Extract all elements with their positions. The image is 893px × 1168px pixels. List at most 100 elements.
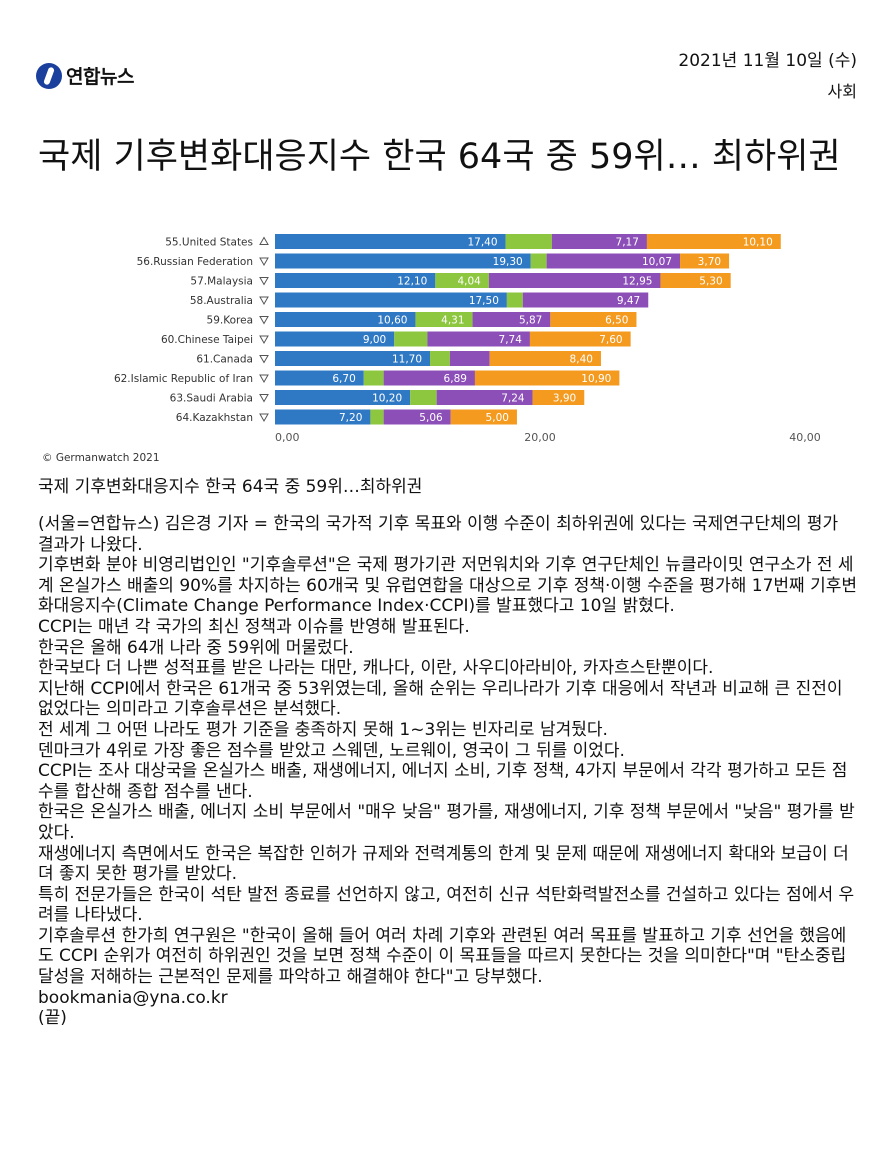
bar-value-label: 7,20 xyxy=(339,412,362,424)
country-label: 61.Canada xyxy=(196,354,253,366)
bar-segment xyxy=(394,331,428,347)
bar-segment xyxy=(435,273,489,288)
bar-segment xyxy=(506,292,523,308)
bar-segment xyxy=(450,409,517,425)
country-label: 60.Chinese Taipei xyxy=(161,334,253,346)
article-paragraph: 기후변화 분야 비영리법인인 "기후솔루션"은 국제 평가기관 저먼워치와 기후… xyxy=(38,555,857,617)
bar-value-label: 3,70 xyxy=(698,256,721,268)
bar-value-label: 6,70 xyxy=(332,373,355,385)
bar-segment xyxy=(275,331,395,347)
bar-segment xyxy=(430,351,450,366)
x-tick-label: 40,00 xyxy=(789,431,821,444)
bar-segment xyxy=(383,409,451,425)
country-label: 57.Malaysia xyxy=(190,276,253,288)
bar-segment xyxy=(489,351,601,366)
bar-segment xyxy=(550,312,637,327)
bar-value-label: 7,60 xyxy=(599,334,622,346)
article-paragraph: 지난해 CCPI에서 한국은 61개국 중 53위였는데, 올해 순위는 우리나… xyxy=(38,678,843,720)
bar-value-label: 10,90 xyxy=(581,373,611,385)
x-tick-label: 0,00 xyxy=(275,431,300,444)
trend-down-icon xyxy=(259,374,269,384)
chart-source: © Germanwatch 2021 xyxy=(42,452,160,464)
bar-value-label: 10,20 xyxy=(372,393,402,405)
bar-segment xyxy=(436,390,533,405)
country-label: 63.Saudi Arabia xyxy=(170,393,253,405)
bar-value-label: 10,60 xyxy=(377,315,407,327)
country-label: 64.Kazakhstan xyxy=(176,412,253,424)
bar-segment xyxy=(522,292,649,308)
bar-value-label: 19,30 xyxy=(493,256,523,268)
bar-segment xyxy=(529,331,631,347)
article-end-mark: (끝) xyxy=(38,1008,67,1029)
article-paragraph: CCPI는 매년 각 국가의 최신 정책과 이슈를 반영해 발표된다. xyxy=(38,616,470,637)
bar-value-label: 7,24 xyxy=(501,393,525,405)
bar-segment xyxy=(505,234,552,249)
bar-segment xyxy=(680,253,730,269)
bar-segment xyxy=(646,234,781,249)
trend-down-icon xyxy=(259,316,269,325)
article-date: 2021년 11월 10일 (수) xyxy=(678,51,857,71)
trend-down-icon xyxy=(259,296,269,306)
bar-segment xyxy=(383,370,475,386)
article-body: (서울=연합뉴스) 김은경 기자 = 한국의 국가적 기후 목표와 이행 수준이… xyxy=(38,514,858,1029)
bar-segment xyxy=(275,292,507,308)
bar-segment xyxy=(370,409,384,425)
bar-value-label: 7,74 xyxy=(499,334,523,346)
bar-segment xyxy=(275,409,371,425)
bar-value-label: 11,70 xyxy=(392,354,422,366)
bar-value-label: 9,00 xyxy=(363,334,386,346)
bar-segment xyxy=(474,370,620,386)
author-email[interactable]: bookmania@yna.co.kr xyxy=(38,987,228,1008)
article-paragraph: 한국은 온실가스 배출, 에너지 소비 부문에서 "매우 낮음" 평가를, 재생… xyxy=(38,802,855,843)
bar-segment xyxy=(363,370,384,386)
bar-value-label: 5,30 xyxy=(699,276,722,288)
bar-value-label: 4,31 xyxy=(441,315,464,327)
bar-segment xyxy=(275,370,364,386)
bar-value-label: 7,17 xyxy=(616,237,639,249)
bar-segment xyxy=(275,273,436,288)
article-paragraph: 전 세계 그 어떤 나라도 평가 기준을 충족하지 못해 1~3위는 빈자리로 … xyxy=(38,719,608,740)
ccpi-ranking-chart: 55.United States 17,40 7,17 10,10 56.Russian… xyxy=(42,234,821,464)
bar-segment xyxy=(546,253,681,269)
bar-value-label: 12,95 xyxy=(622,276,652,288)
article-paragraph: CCPI는 조사 대상국을 온실가스 배출, 재생에너지, 에너지 소비, 기후… xyxy=(38,761,848,802)
bar-segment xyxy=(275,351,431,366)
bar-segment xyxy=(427,331,530,347)
bar-segment xyxy=(472,312,551,327)
bar-value-label: 5,00 xyxy=(486,412,509,424)
trend-down-icon xyxy=(259,257,269,267)
bar-segment xyxy=(449,351,490,366)
bar-segment xyxy=(530,253,547,269)
bar-value-label: 3,90 xyxy=(553,393,576,405)
x-tick-label: 20,00 xyxy=(524,431,556,444)
chart-caption: 국제 기후변화대응지수 한국 64국 중 59위…최하위권 xyxy=(38,477,423,497)
bar-segment xyxy=(660,273,731,288)
bar-value-label: 12,10 xyxy=(397,276,427,288)
country-label: 59.Korea xyxy=(207,315,253,327)
country-label: 62.Islamic Republic of Iran xyxy=(114,373,253,385)
trend-up-icon xyxy=(259,236,269,245)
bar-segment xyxy=(275,390,411,405)
bar-value-label: 17,40 xyxy=(467,237,497,249)
bar-segment xyxy=(532,390,585,405)
country-label: 58.Australia xyxy=(190,295,253,307)
article-paragraph: 기후솔루션 한가희 연구원은 "한국이 올해 들어 여러 차례 기후와 관련된 … xyxy=(38,925,847,988)
bar-segment xyxy=(410,390,437,405)
bar-value-label: 5,87 xyxy=(519,315,542,327)
yonhap-logo[interactable]: 연합뉴스 xyxy=(36,62,134,89)
bar-value-label: 10,10 xyxy=(743,237,773,249)
bar-value-label: 17,50 xyxy=(469,295,499,307)
article-paragraph: (서울=연합뉴스) 김은경 기자 = 한국의 국가적 기후 목표와 이행 수준이… xyxy=(38,514,839,555)
trend-down-icon xyxy=(259,277,269,286)
logo-text: 연합뉴스 xyxy=(66,66,134,88)
article-paragraph: 한국은 올해 64개 나라 중 59위에 머물렀다. xyxy=(38,637,354,658)
yonhap-logo-icon xyxy=(36,62,62,89)
bar-value-label: 8,40 xyxy=(570,354,593,366)
bar-segment xyxy=(488,273,661,288)
bar-value-label: 10,07 xyxy=(642,256,672,268)
article-title: 국제 기후변화대응지수 한국 64국 중 59위… 최하위권 xyxy=(38,137,841,178)
trend-down-icon xyxy=(259,335,269,345)
bar-segment xyxy=(275,234,506,249)
article-paragraph: 덴마크가 4위로 가장 좋은 점수를 받았고 스웨덴, 노르웨이, 영국이 그 … xyxy=(38,740,625,761)
bar-segment xyxy=(415,312,473,327)
